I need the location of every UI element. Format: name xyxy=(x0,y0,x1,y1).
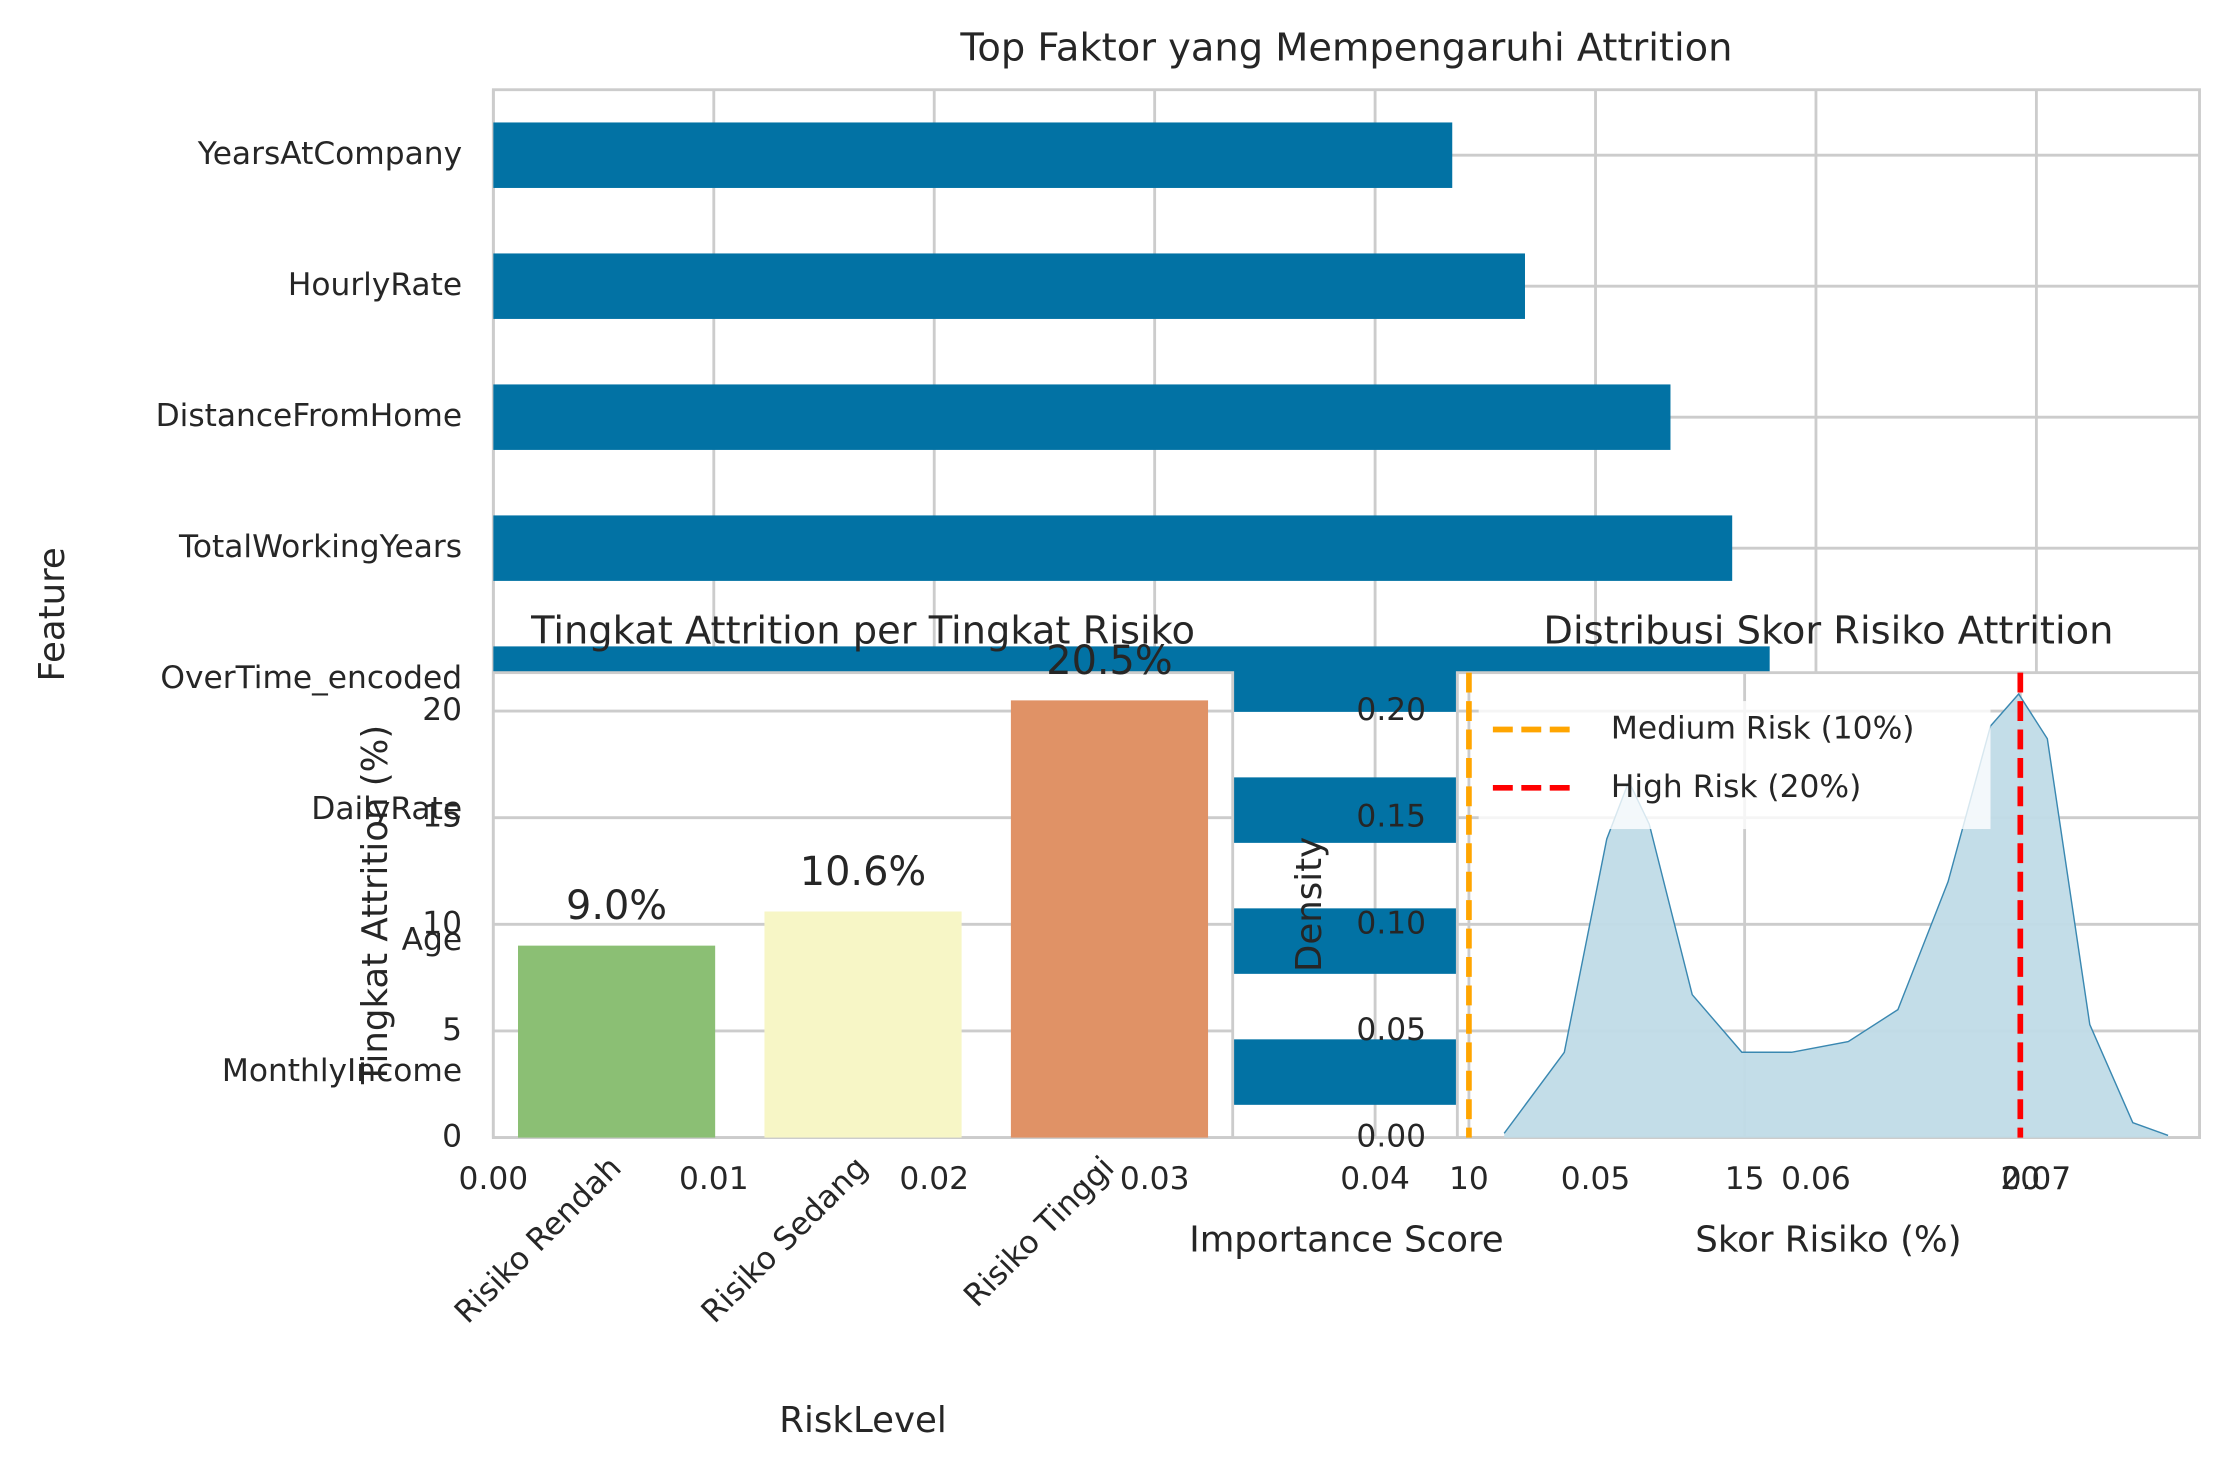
density-area xyxy=(1504,693,2169,1138)
x-tick-label: 20 xyxy=(2000,1161,2040,1197)
y-axis-label: Feature xyxy=(32,547,73,681)
x-axis-label: Importance Score xyxy=(1189,1219,1503,1260)
chart-title: Distribusi Skor Risiko Attrition xyxy=(1543,608,2113,653)
data-label: 10.6% xyxy=(800,849,926,895)
y-axis-label: Density xyxy=(1289,837,1330,972)
chart-title: Top Faktor yang Mempengaruhi Attrition xyxy=(959,25,1732,70)
bar xyxy=(493,515,1733,581)
y-axis-label: Tingkat Attrition (%) xyxy=(355,725,396,1085)
data-label: 20.5% xyxy=(1046,638,1172,684)
legend-label: Medium Risk (10%) xyxy=(1611,711,1915,747)
y-tick-label: 20 xyxy=(422,692,462,728)
x-tick-label: 0.01 xyxy=(679,1161,749,1197)
y-tick-label: OverTime_encoded xyxy=(160,660,462,696)
bar xyxy=(764,911,962,1138)
y-tick-label: 10 xyxy=(422,905,462,941)
y-tick-label: 0.20 xyxy=(1356,692,1426,728)
y-tick-label: 0.10 xyxy=(1356,905,1426,941)
y-tick-label: HourlyRate xyxy=(288,267,462,303)
y-tick-label: YearsAtCompany xyxy=(197,136,462,172)
bar xyxy=(493,122,1453,188)
y-tick-label: 0.15 xyxy=(1356,799,1426,835)
x-tick-label: 0.02 xyxy=(899,1161,969,1197)
legend-box xyxy=(1478,701,1991,830)
x-tick-label: 0.05 xyxy=(1561,1161,1631,1197)
bar xyxy=(518,945,716,1138)
x-tick-label: 10 xyxy=(1449,1161,1489,1197)
x-tick-label: 0.07 xyxy=(2002,1161,2072,1197)
x-tick-label: Risiko Tinggi xyxy=(957,1150,1121,1314)
legend-label: High Risk (20%) xyxy=(1611,769,1861,805)
x-tick-label: 0.03 xyxy=(1120,1161,1190,1197)
x-tick-label: 0.00 xyxy=(459,1161,529,1197)
x-axis-label: RiskLevel xyxy=(779,1400,946,1441)
y-tick-label: 0.05 xyxy=(1356,1012,1426,1048)
data-label: 9.0% xyxy=(566,883,667,929)
y-tick-label: 0 xyxy=(442,1119,462,1155)
x-tick-label: 0.06 xyxy=(1781,1161,1851,1197)
y-tick-label: TotalWorkingYears xyxy=(178,529,462,565)
bar xyxy=(493,384,1671,450)
x-tick-label: 15 xyxy=(1725,1161,1765,1197)
y-tick-label: Age xyxy=(402,922,462,958)
y-tick-label: DailyRate xyxy=(311,791,462,827)
x-tick-label: 0.04 xyxy=(1340,1161,1410,1197)
y-tick-label: 5 xyxy=(442,1012,462,1048)
bar xyxy=(1010,700,1209,1138)
bar xyxy=(493,253,1525,319)
y-tick-label: DistanceFromHome xyxy=(156,398,463,434)
chart-title: Tingkat Attrition per Tingkat Risiko xyxy=(530,608,1195,653)
y-tick-label: 0.00 xyxy=(1356,1119,1426,1155)
x-axis-label: Skor Risiko (%) xyxy=(1695,1219,1961,1260)
y-tick-label: 15 xyxy=(422,799,462,835)
y-tick-label: MonthlyIncome xyxy=(222,1053,462,1089)
